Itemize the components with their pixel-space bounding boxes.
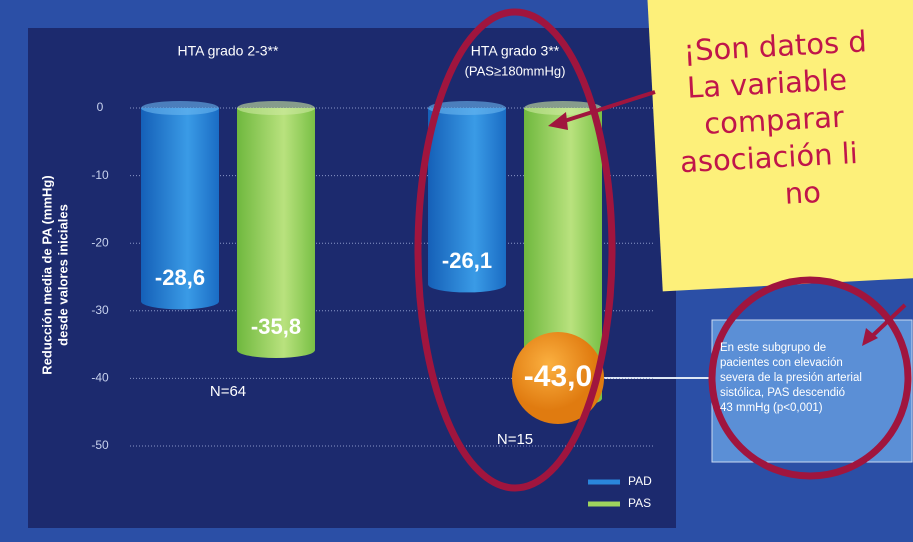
legend-label: PAD xyxy=(628,474,652,488)
value-label: -26,1 xyxy=(442,248,492,273)
annotation: N=64 xyxy=(210,383,246,400)
y-tick-label: -10 xyxy=(91,168,109,182)
bar-base xyxy=(428,276,506,292)
bar-top xyxy=(141,101,219,115)
annotation: N=15 xyxy=(497,431,533,448)
legend-label: PAS xyxy=(628,496,651,510)
bar-top xyxy=(237,101,315,115)
y-tick-label: 0 xyxy=(97,100,104,114)
bar-base xyxy=(237,342,315,358)
value-label: -28,6 xyxy=(155,265,205,290)
value-label: -43,0 xyxy=(524,360,592,393)
annotation: (PAS≥180mmHg) xyxy=(465,63,566,78)
info-text: sistólica, PAS descendió xyxy=(720,387,845,399)
value-label: -35,8 xyxy=(251,314,301,339)
info-text: severa de la presión arterial xyxy=(720,372,862,384)
category-label: HTA grado 3** xyxy=(471,43,560,59)
y-axis-label: Reducción media de PA (mmHg) xyxy=(39,175,54,374)
slide: 0 -10 -20 -30 -40 -50 Reducción media de PA (m… xyxy=(0,0,913,542)
y-tick-label: -50 xyxy=(91,438,109,452)
info-text: 43 mmHg (p<0,001) xyxy=(720,402,823,414)
y-axis-label: desde valores iniciales xyxy=(55,204,70,346)
y-tick-label: -40 xyxy=(91,371,109,385)
bar-base xyxy=(141,293,219,309)
sticky-text: no xyxy=(784,175,822,211)
info-text: pacientes con elevación xyxy=(720,357,843,369)
y-tick-label: -30 xyxy=(91,303,109,317)
y-tick-label: -20 xyxy=(91,235,109,249)
category-label: HTA grado 2-3** xyxy=(178,43,279,59)
info-text: En este subgrupo de xyxy=(720,342,826,354)
